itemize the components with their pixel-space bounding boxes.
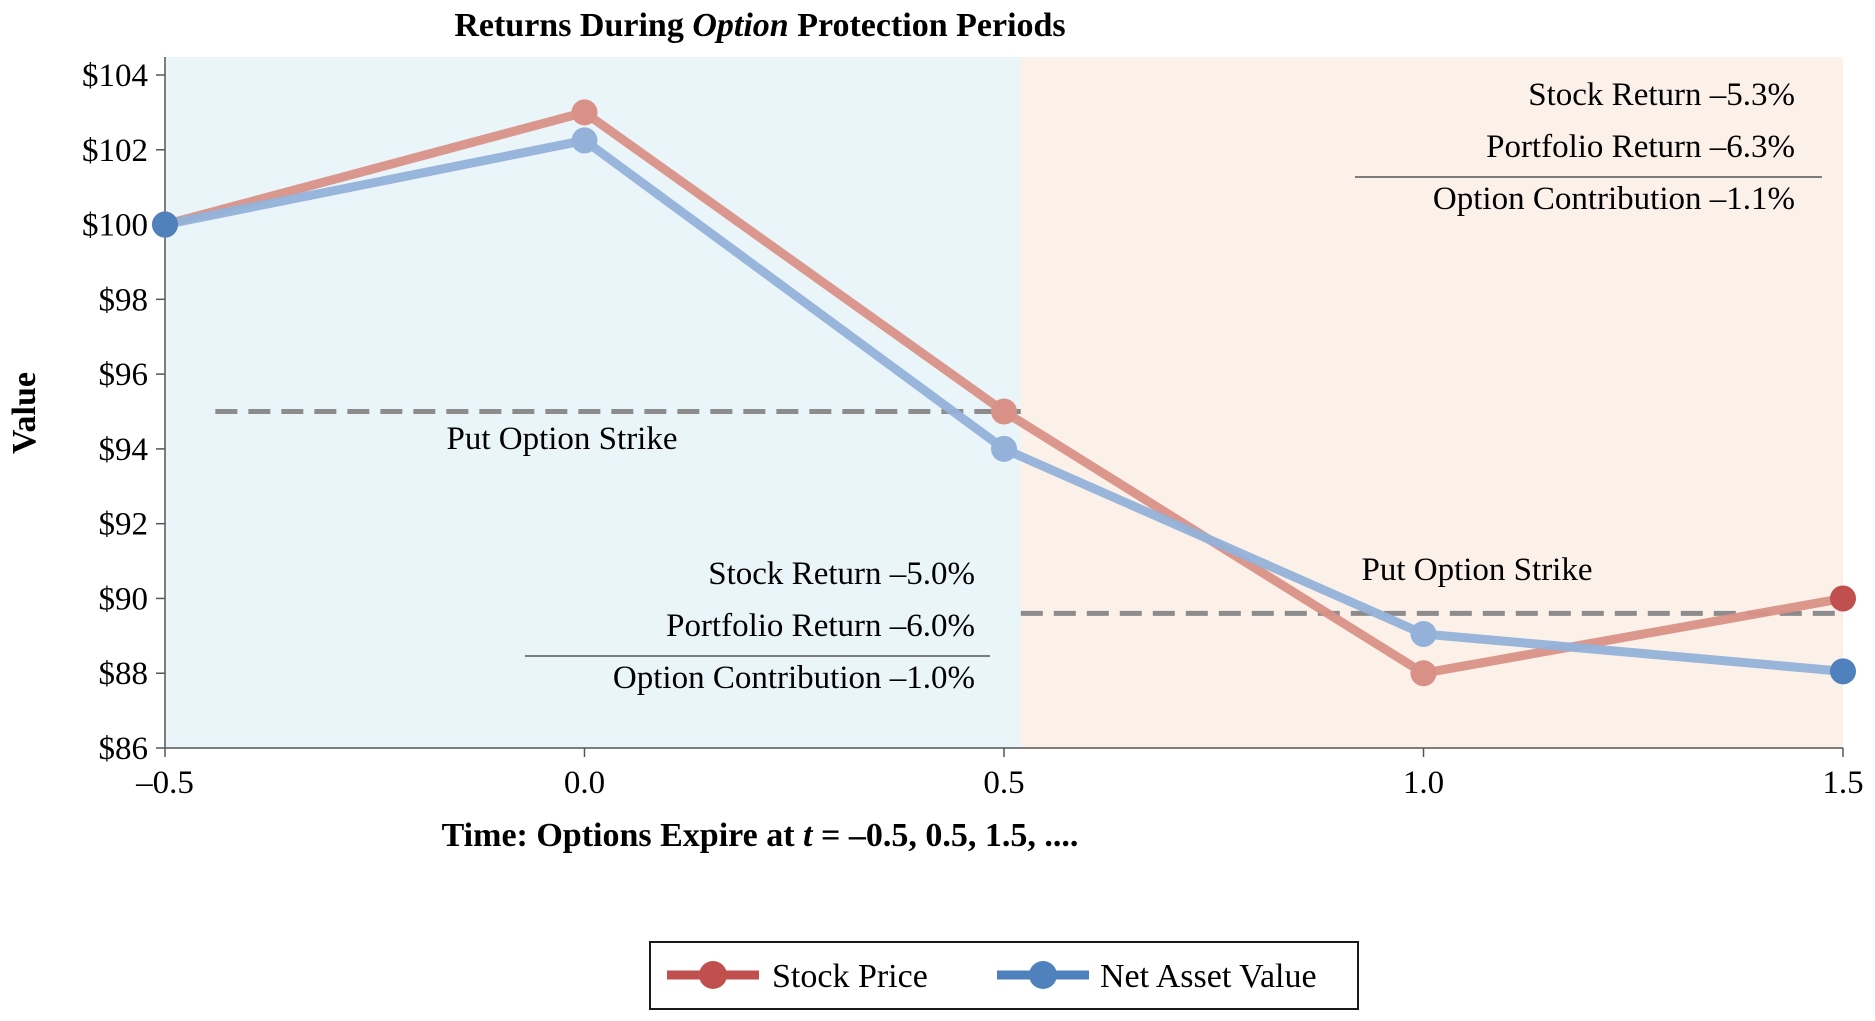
annotation-period-1: Stock Return –5.0% Portfolio Return –6.0…	[525, 556, 990, 696]
point-net-asset-value	[991, 435, 1017, 462]
point-net-asset-value	[152, 211, 178, 238]
x-tick-label: –0.5	[135, 765, 194, 801]
annotation-stock-return: Stock Return –5.3%	[1528, 77, 1795, 113]
y-tick-label: $94	[99, 432, 149, 468]
point-stock-price	[991, 398, 1017, 425]
y-tick-label: $104	[82, 58, 148, 94]
point-net-asset-value	[571, 127, 598, 154]
x-tick-label: 0.5	[983, 765, 1024, 801]
strike-lines	[215, 409, 1843, 616]
legend-label-stock-price: Stock Price	[772, 958, 928, 995]
point-stock-price	[1410, 660, 1437, 687]
x-tick-label: 1.5	[1822, 765, 1863, 801]
y-tick-label: $88	[99, 656, 149, 692]
y-tick-label: $90	[99, 581, 149, 617]
legend-item-net-asset-value: Net Asset Value	[997, 958, 1317, 995]
x-tick-label: 1.0	[1403, 765, 1444, 801]
annotation-portfolio-return: Portfolio Return –6.3%	[1486, 129, 1795, 165]
legend-marker-stock-price	[699, 961, 727, 989]
y-tick-label: $96	[99, 357, 149, 393]
series-points	[152, 99, 1856, 687]
legend-marker-net-asset-value	[1029, 961, 1057, 989]
period-band-1	[165, 57, 1021, 748]
y-tick-label: $100	[82, 208, 148, 244]
strike-label: Put Option Strike	[1361, 552, 1592, 588]
y-tick-label: $86	[99, 731, 149, 767]
legend: Stock Price Net Asset Value	[649, 941, 1359, 1010]
x-tick-label: 0.0	[564, 765, 605, 801]
y-tick-label: $102	[82, 133, 148, 169]
axes: $86 $88 $90 $92 $94 $96 $98 $100 $102 $104 –0.5 0.0…	[82, 57, 1864, 801]
chart-title: Returns During Option Protection Periods	[454, 7, 1065, 44]
legend-item-stock-price: Stock Price	[667, 958, 928, 995]
annotation-stock-return: Stock Return –5.0%	[708, 556, 975, 592]
period-bands	[165, 57, 1843, 748]
point-stock-price	[571, 99, 598, 126]
point-net-asset-value	[1410, 620, 1437, 647]
annotation-option-contribution: Option Contribution –1.0%	[613, 660, 975, 696]
point-net-asset-value	[1830, 658, 1856, 685]
annotation-period-2: Stock Return –5.3% Portfolio Return –6.3…	[1355, 77, 1822, 217]
point-stock-price	[1830, 585, 1856, 612]
y-axis-label: Value	[6, 372, 43, 454]
y-tick-label: $98	[99, 282, 149, 318]
annotation-option-contribution: Option Contribution –1.1%	[1433, 181, 1795, 217]
strike-label: Put Option Strike	[446, 421, 677, 457]
y-tick-label: $92	[99, 507, 149, 543]
annotation-portfolio-return: Portfolio Return –6.0%	[666, 608, 975, 644]
legend-label-net-asset-value: Net Asset Value	[1100, 958, 1317, 995]
x-axis-label: Time: Options Expire at t = –0.5, 0.5, 1…	[442, 817, 1079, 854]
